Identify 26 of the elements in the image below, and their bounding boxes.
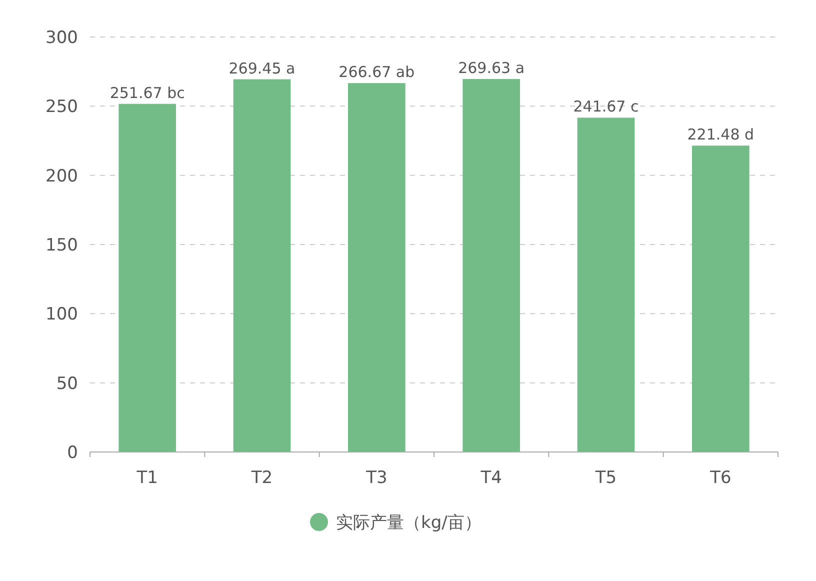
y-tick-label: 150 bbox=[46, 236, 78, 256]
x-tick-label: T2 bbox=[250, 468, 273, 488]
x-tick-label: T5 bbox=[594, 468, 617, 488]
bar bbox=[692, 146, 750, 452]
legend-label: 实际产量（kg/亩） bbox=[336, 513, 482, 533]
y-tick-label: 300 bbox=[46, 28, 78, 48]
x-tick-label: T1 bbox=[136, 468, 158, 488]
data-label: 221.48 d bbox=[687, 126, 754, 144]
y-tick-label: 200 bbox=[46, 166, 78, 186]
y-tick-label: 100 bbox=[46, 304, 78, 325]
x-tick-label: T6 bbox=[709, 468, 732, 488]
bar bbox=[577, 118, 635, 452]
data-label: 241.67 c bbox=[573, 98, 639, 116]
x-tick-label: T3 bbox=[365, 468, 388, 488]
data-label: 251.67 bc bbox=[110, 84, 185, 102]
data-label: 266.67 ab bbox=[338, 63, 415, 82]
bar bbox=[118, 104, 176, 452]
y-tick-label: 0 bbox=[67, 443, 78, 463]
bar bbox=[462, 79, 520, 452]
x-tick-label: T4 bbox=[480, 468, 502, 488]
data-label: 269.45 a bbox=[228, 59, 296, 78]
data-label: 269.63 a bbox=[458, 59, 525, 78]
bar bbox=[348, 83, 406, 452]
y-tick-label: 50 bbox=[56, 374, 78, 394]
bar bbox=[233, 79, 291, 452]
y-tick-label: 250 bbox=[46, 97, 78, 118]
